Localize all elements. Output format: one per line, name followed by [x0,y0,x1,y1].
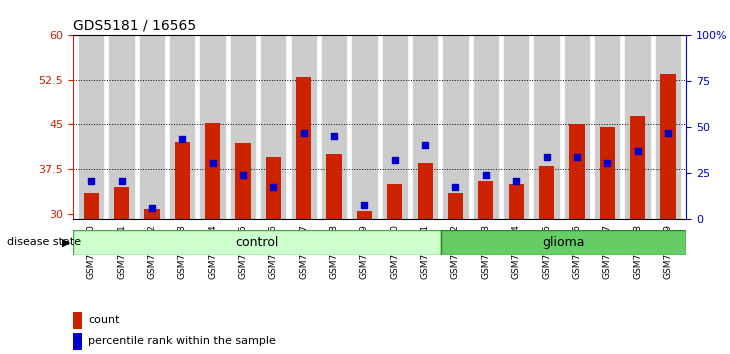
Point [389,157,401,163]
Bar [599,127,615,219]
Text: glioma: glioma [542,236,585,249]
Point [85,178,97,184]
Point [419,142,431,148]
Point [510,178,522,184]
Bar [474,35,498,219]
Bar [357,211,372,219]
Point [207,160,218,166]
Point [358,202,370,207]
Bar [509,184,524,219]
Bar [114,187,129,219]
Bar [478,181,493,219]
Bar [383,35,407,219]
Point [541,154,553,160]
Point [480,172,492,178]
Bar [84,193,99,219]
Text: ▶: ▶ [62,238,71,247]
Text: percentile rank within the sample: percentile rank within the sample [88,336,276,346]
Bar [418,163,433,219]
Point [602,160,613,166]
Bar [145,209,160,219]
Bar [110,35,134,219]
Point [237,172,249,178]
Bar [539,166,554,219]
Text: control: control [235,236,279,249]
Bar [79,35,104,219]
Bar [448,193,463,219]
Point [298,131,310,136]
FancyBboxPatch shape [73,230,441,255]
Bar [235,143,250,219]
Point [662,131,674,136]
Point [146,205,158,210]
Bar [595,35,620,219]
Bar [626,35,650,219]
Point [177,137,188,142]
Bar [201,35,225,219]
Point [116,178,128,184]
Bar [353,35,377,219]
Bar [73,312,82,329]
Point [267,184,279,190]
Bar [261,35,285,219]
Point [571,154,583,160]
Bar [569,125,585,219]
Text: count: count [88,315,120,325]
Bar [534,35,558,219]
Bar [443,35,468,219]
Bar [174,142,190,219]
Point [631,148,643,154]
Point [328,133,340,139]
Text: disease state: disease state [7,238,82,247]
Bar [73,333,82,350]
Bar [170,35,194,219]
Bar [326,154,342,219]
Text: GDS5181 / 16565: GDS5181 / 16565 [73,19,196,33]
Bar [296,77,311,219]
Bar [565,35,589,219]
FancyBboxPatch shape [441,230,686,255]
Bar [661,74,675,219]
Bar [630,115,645,219]
Point [450,184,461,190]
Bar [656,35,680,219]
Bar [139,35,164,219]
Bar [413,35,437,219]
Bar [387,184,402,219]
Bar [231,35,256,219]
Bar [504,35,529,219]
Bar [266,157,281,219]
Bar [291,35,316,219]
Bar [322,35,346,219]
Bar [205,123,220,219]
